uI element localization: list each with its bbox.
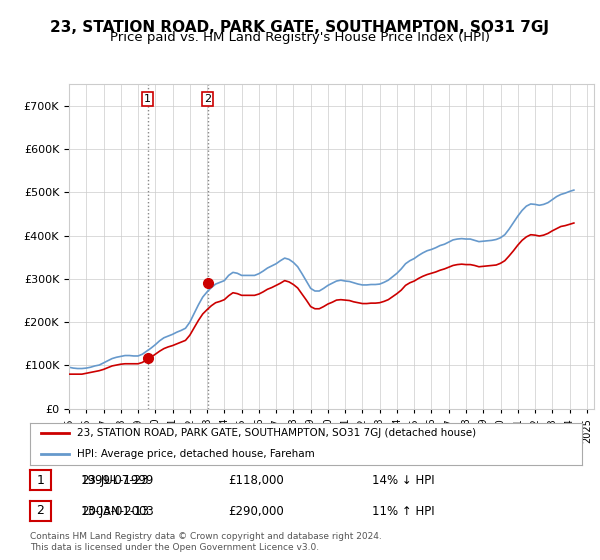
Text: 2: 2 xyxy=(204,94,211,104)
Text: 1: 1 xyxy=(144,94,151,104)
Text: Price paid vs. HM Land Registry's House Price Index (HPI): Price paid vs. HM Land Registry's House … xyxy=(110,31,490,44)
Text: 14% ↓ HPI: 14% ↓ HPI xyxy=(372,474,434,487)
Text: £118,000: £118,000 xyxy=(228,474,284,487)
Text: HPI: Average price, detached house, Fareham: HPI: Average price, detached house, Fare… xyxy=(77,449,314,459)
Text: 1999-07-23: 1999-07-23 xyxy=(81,474,149,487)
Text: £290,000: £290,000 xyxy=(228,505,284,518)
Text: 1: 1 xyxy=(37,474,44,487)
Text: 13-JAN-2003: 13-JAN-2003 xyxy=(81,505,155,518)
Text: 2: 2 xyxy=(37,505,44,517)
Text: 23, STATION ROAD, PARK GATE, SOUTHAMPTON, SO31 7GJ (detached house): 23, STATION ROAD, PARK GATE, SOUTHAMPTON… xyxy=(77,428,476,438)
Text: 23-JUL-1999: 23-JUL-1999 xyxy=(81,474,154,487)
Text: Contains HM Land Registry data © Crown copyright and database right 2024.
This d: Contains HM Land Registry data © Crown c… xyxy=(30,532,382,552)
Text: 2003-01-13: 2003-01-13 xyxy=(81,505,149,518)
Text: 11% ↑ HPI: 11% ↑ HPI xyxy=(372,505,434,518)
Text: 23, STATION ROAD, PARK GATE, SOUTHAMPTON, SO31 7GJ: 23, STATION ROAD, PARK GATE, SOUTHAMPTON… xyxy=(50,20,550,35)
